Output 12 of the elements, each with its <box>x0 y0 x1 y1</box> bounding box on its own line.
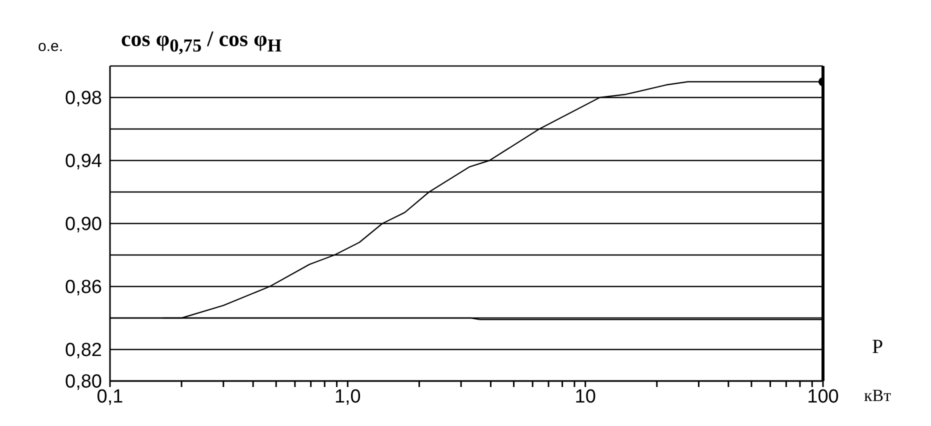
x-tick-label: 10 <box>574 386 596 408</box>
y-tick-label: 0,98 <box>65 88 102 110</box>
y-tick-label: 0,82 <box>65 340 102 362</box>
y-tick-label: 0,90 <box>65 214 102 236</box>
x-axis-title: кВт <box>864 386 892 406</box>
x-tick-label: 1,0 <box>334 386 361 408</box>
y-axis-title: о.е. <box>38 38 64 55</box>
chart-title: cos φ$_{0,75}$ / cos φ$_{Н}$ <box>121 26 282 56</box>
text: P <box>872 336 884 359</box>
x-tick-label: 100 <box>807 386 839 408</box>
y-tick-label: 0,94 <box>65 151 102 172</box>
y-tick-label: 0,86 <box>65 277 102 298</box>
